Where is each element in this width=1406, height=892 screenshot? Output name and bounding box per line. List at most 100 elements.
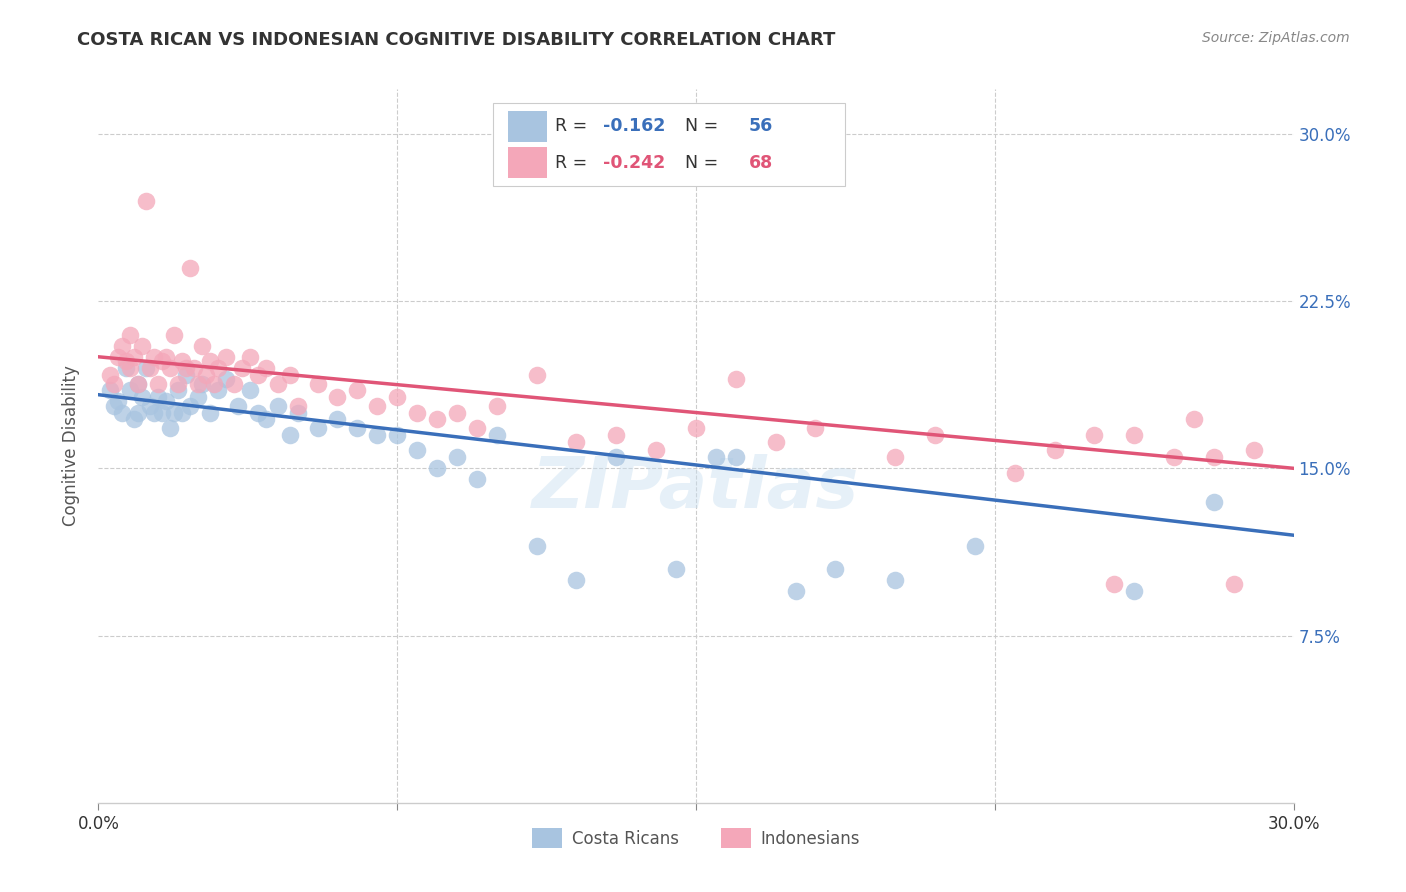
Point — [150, 405, 173, 419]
Point — [605, 450, 627, 464]
Point — [191, 376, 214, 391]
Point — [127, 376, 149, 391]
Point — [191, 338, 214, 352]
Point — [167, 376, 190, 391]
Point — [207, 360, 229, 375]
Text: R =: R = — [555, 118, 593, 136]
Point — [724, 372, 747, 386]
Point — [155, 394, 177, 409]
Point — [139, 399, 162, 413]
Point — [1202, 494, 1225, 508]
Text: N =: N = — [675, 153, 724, 171]
Point — [406, 405, 429, 419]
Point — [446, 450, 468, 464]
Point — [198, 354, 221, 368]
Point — [685, 421, 707, 435]
Point — [824, 562, 846, 576]
Point — [167, 384, 190, 398]
Point — [124, 350, 146, 364]
Point — [215, 372, 238, 386]
Point — [222, 376, 245, 391]
Point — [139, 360, 162, 375]
Point — [278, 368, 301, 382]
Point — [239, 350, 262, 364]
Point — [246, 368, 269, 382]
Point — [111, 338, 134, 352]
Point — [765, 434, 787, 449]
Point — [526, 539, 548, 553]
Point — [215, 350, 238, 364]
Point — [198, 405, 221, 419]
Text: -0.242: -0.242 — [603, 153, 665, 171]
Y-axis label: Cognitive Disability: Cognitive Disability — [62, 366, 80, 526]
Point — [103, 399, 125, 413]
Point — [366, 399, 388, 413]
Point — [207, 384, 229, 398]
Text: -0.162: -0.162 — [603, 118, 665, 136]
Point — [565, 573, 588, 587]
Text: R =: R = — [555, 153, 593, 171]
Point — [346, 421, 368, 435]
Point — [1163, 450, 1185, 464]
Point — [103, 376, 125, 391]
Point — [884, 450, 907, 464]
Point — [155, 350, 177, 364]
Point — [287, 399, 309, 413]
FancyBboxPatch shape — [509, 111, 547, 142]
Point — [326, 390, 349, 404]
Point — [187, 376, 209, 391]
Point — [143, 350, 166, 364]
Point — [485, 427, 508, 442]
Legend: Costa Ricans, Indonesians: Costa Ricans, Indonesians — [526, 822, 866, 855]
Point — [1123, 583, 1146, 598]
Text: 56: 56 — [748, 118, 773, 136]
Point — [131, 338, 153, 352]
Point — [385, 390, 409, 404]
Point — [1223, 577, 1246, 591]
Point — [202, 376, 225, 391]
Point — [724, 450, 747, 464]
Point — [226, 399, 249, 413]
Point — [645, 443, 668, 458]
Point — [127, 376, 149, 391]
Point — [150, 354, 173, 368]
Point — [446, 405, 468, 419]
Text: COSTA RICAN VS INDONESIAN COGNITIVE DISABILITY CORRELATION CHART: COSTA RICAN VS INDONESIAN COGNITIVE DISA… — [77, 31, 835, 49]
Point — [884, 573, 907, 587]
Point — [107, 350, 129, 364]
Point — [1243, 443, 1265, 458]
Point — [183, 360, 205, 375]
Point — [124, 412, 146, 426]
Point — [346, 384, 368, 398]
Point — [179, 399, 201, 413]
Point — [963, 539, 986, 553]
Point — [172, 405, 194, 419]
Point — [1004, 466, 1026, 480]
Point — [1182, 412, 1205, 426]
Point — [115, 354, 138, 368]
Point — [135, 360, 157, 375]
Text: 68: 68 — [748, 153, 773, 171]
Point — [426, 412, 449, 426]
Point — [465, 421, 488, 435]
Point — [326, 412, 349, 426]
Point — [485, 399, 508, 413]
Point — [159, 360, 181, 375]
Point — [1083, 427, 1105, 442]
Point — [174, 360, 197, 375]
FancyBboxPatch shape — [509, 147, 547, 178]
Point — [239, 384, 262, 398]
Point — [246, 405, 269, 419]
Point — [267, 399, 290, 413]
Point — [1123, 427, 1146, 442]
Point — [120, 360, 142, 375]
Point — [307, 421, 329, 435]
Point — [120, 384, 142, 398]
Point — [115, 360, 138, 375]
Point — [98, 368, 122, 382]
Point — [1043, 443, 1066, 458]
Point — [135, 194, 157, 208]
Point — [565, 434, 588, 449]
Point — [131, 390, 153, 404]
Text: Source: ZipAtlas.com: Source: ZipAtlas.com — [1202, 31, 1350, 45]
